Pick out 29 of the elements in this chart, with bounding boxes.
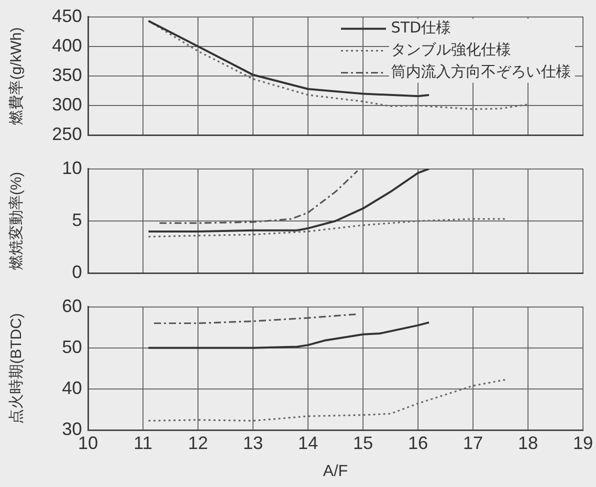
y-tick-label: 5	[72, 210, 82, 230]
y-tick-label: 40	[62, 378, 82, 398]
y-tick-label: 250	[52, 124, 82, 144]
x-tick-label: 19	[572, 432, 594, 453]
y-tick-label: 10	[62, 158, 82, 178]
y-tick-label: 400	[52, 35, 82, 56]
x-tick-label: 11	[134, 432, 152, 453]
y-tick-label: 350	[52, 64, 82, 85]
x-tick-label: 18	[518, 432, 538, 453]
y-tick-label: 0	[72, 262, 82, 282]
legend-label: 筒内流入方向不ぞろい仕様	[391, 62, 571, 81]
y-tick-label: 450	[52, 6, 82, 26]
y-axis-title: 燃費率(g/kWh)	[8, 27, 26, 125]
legend-label: タンブル強化仕様	[391, 40, 511, 59]
y-axis-title: 点火時期(BTDC)	[8, 313, 26, 424]
line-series	[158, 170, 358, 224]
x-tick-label: 12	[188, 432, 208, 453]
y-axis-title: 燃焼変動率(%)	[8, 172, 26, 270]
x-tick-label: 15	[352, 432, 374, 453]
y-tick-label: 60	[62, 296, 82, 316]
x-axis-title: A/F	[323, 462, 348, 480]
x-tick-label: 13	[242, 432, 264, 453]
y-tick-label: 300	[52, 94, 82, 115]
y-tick-label: 50	[62, 336, 82, 357]
x-tick-label: 16	[408, 432, 428, 453]
legend-label: STD仕様	[391, 18, 452, 37]
x-tick-label: 14	[298, 432, 318, 453]
x-tick-label: 17	[462, 432, 484, 453]
line-series	[153, 313, 358, 324]
